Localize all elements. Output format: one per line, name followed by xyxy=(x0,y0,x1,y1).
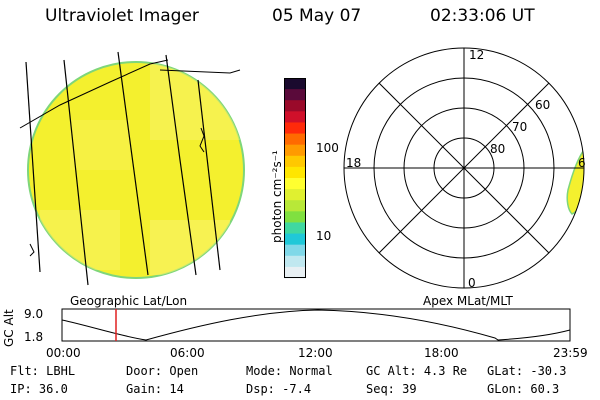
alt-tick-1-8: 1.8 xyxy=(24,330,44,344)
alt-tick-9: 9.0 xyxy=(24,307,44,321)
status-value: Open xyxy=(169,364,199,378)
status-mode: Mode: Normal xyxy=(246,364,333,378)
status-label: GC Alt: xyxy=(366,364,417,378)
time-label: 02:33:06 UT xyxy=(430,6,535,26)
colorbar-band xyxy=(284,100,306,112)
status-value: 39 xyxy=(402,382,417,396)
colorbar-band xyxy=(284,144,306,157)
mlt-label-12: 12 xyxy=(469,48,485,62)
mlt-label-18: 18 xyxy=(346,156,362,170)
colorbar-band xyxy=(284,222,306,235)
status-seq: Seq: 39 xyxy=(366,382,417,396)
status-value: 36.0 xyxy=(38,382,68,396)
status-value: 4.3 Re xyxy=(423,364,468,378)
status-label: Mode: xyxy=(246,364,283,378)
status-glon: GLon: 60.3 xyxy=(487,382,559,396)
instrument-title: Ultraviolet Imager xyxy=(45,6,199,26)
pale-patch xyxy=(70,120,130,170)
time-tick-0000: 00:00 xyxy=(46,346,81,360)
alt-plot-frame xyxy=(61,308,571,342)
colorbar-band xyxy=(284,166,306,179)
coastline xyxy=(19,59,241,257)
status-value: LBHL xyxy=(46,364,76,378)
lon-lines xyxy=(25,51,221,286)
mlt-label-0: 0 xyxy=(468,276,476,290)
date-label: 05 May 07 xyxy=(272,6,362,26)
status-flt: Flt: LBHL xyxy=(10,364,75,378)
status-value: -30.3 xyxy=(530,364,567,378)
mlat-label-60: 60 xyxy=(535,98,551,112)
mlat-label-70: 70 xyxy=(512,120,528,134)
colorbar-band xyxy=(284,178,306,190)
colorbar-band xyxy=(284,155,306,168)
status-label: Dsp: xyxy=(246,382,275,396)
status-value: Normal xyxy=(289,364,333,378)
colorbar-band xyxy=(284,233,306,246)
status-label: GLat: xyxy=(487,364,524,378)
time-tick-1800: 18:00 xyxy=(424,346,459,360)
status-gc-alt: GC Alt: 4.3 Re xyxy=(366,364,467,378)
status-value: 60.3 xyxy=(530,382,560,396)
colorbar-band xyxy=(284,89,306,101)
status-ip: IP: 36.0 xyxy=(10,382,68,396)
colorbar-band xyxy=(284,244,306,257)
status-gain: Gain: 14 xyxy=(126,382,184,396)
status-value: 14 xyxy=(169,382,184,396)
time-tick-0600: 06:00 xyxy=(170,346,205,360)
status-value: -7.4 xyxy=(282,382,312,396)
colorbar-band xyxy=(284,266,306,279)
colorbar xyxy=(284,78,306,279)
apex-panel-label: Apex MLat/MLT xyxy=(423,294,513,308)
polar-diagonal xyxy=(378,82,550,254)
colorbar-band xyxy=(284,200,306,212)
colorbar-band xyxy=(284,189,306,201)
colorbar-tick-10: 10 xyxy=(316,229,332,243)
mlat-label-80: 80 xyxy=(490,142,506,156)
status-label: Gain: xyxy=(126,382,163,396)
status-dsp: Dsp: -7.4 xyxy=(246,382,311,396)
time-tick-2359: 23:59 xyxy=(553,346,588,360)
colorbar-band xyxy=(284,78,306,90)
status-door: Door: Open xyxy=(126,364,198,378)
status-label: GLon: xyxy=(487,382,524,396)
colorbar-band xyxy=(284,133,306,146)
status-label: Flt: xyxy=(10,364,39,378)
geo-panel-label: Geographic Lat/Lon xyxy=(70,294,188,308)
time-tick-1200: 12:00 xyxy=(298,346,333,360)
status-label: Seq: xyxy=(366,382,395,396)
colorbar-band xyxy=(284,122,306,135)
altitude-curve xyxy=(61,309,571,341)
colorbar-band xyxy=(284,211,306,223)
mlt-label-6: 6 xyxy=(578,156,586,170)
colorbar-tick-100: 100 xyxy=(316,141,339,155)
colorbar-band xyxy=(284,111,306,123)
status-label: Door: xyxy=(126,364,163,378)
colorbar-band xyxy=(284,255,306,268)
status-label: IP: xyxy=(10,382,32,396)
status-glat: GLat: -30.3 xyxy=(487,364,566,378)
